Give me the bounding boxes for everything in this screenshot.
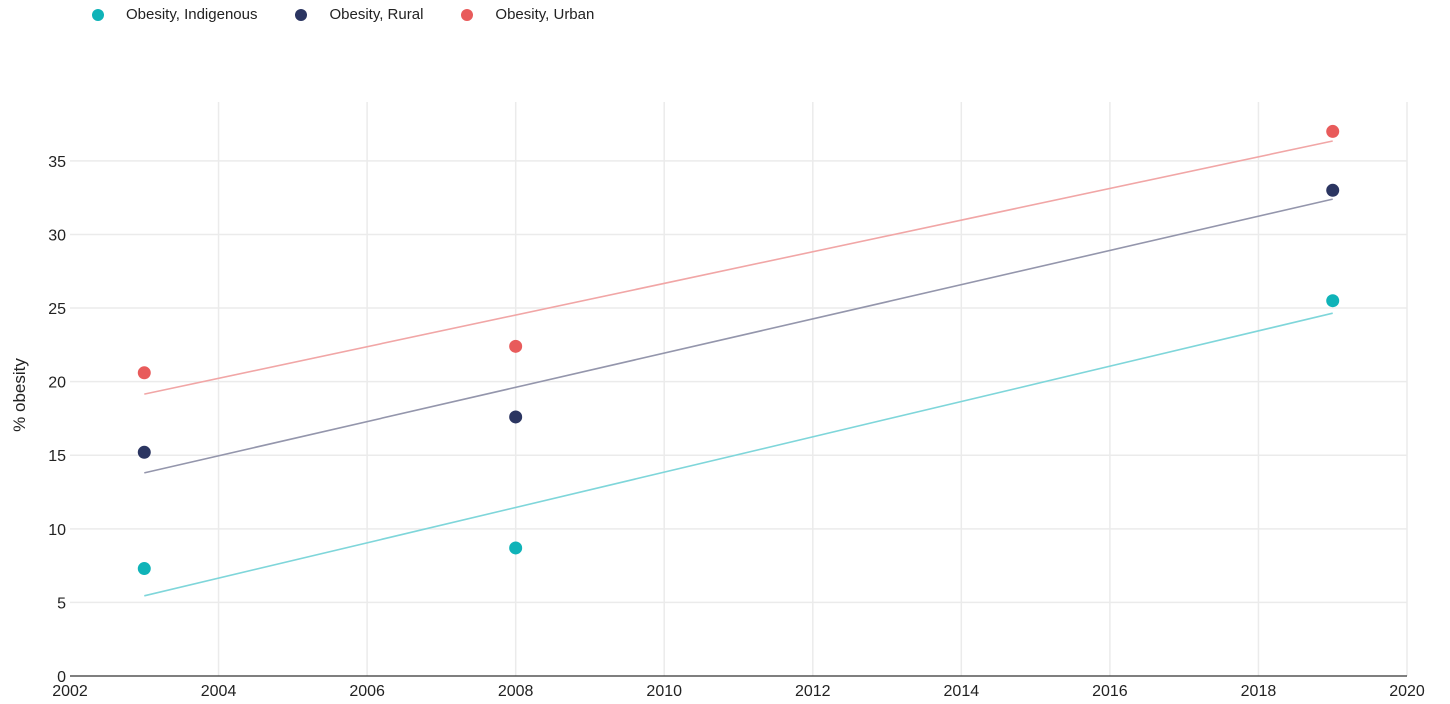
chart-legend: Obesity, Indigenous Obesity, Rural Obesi…: [92, 6, 632, 23]
x-tick-label-2002: 2002: [52, 683, 88, 700]
x-tick-label-2016: 2016: [1092, 683, 1128, 700]
x-tick-label-2010: 2010: [646, 683, 682, 700]
y-tick-label-25: 25: [48, 301, 66, 318]
y-tick-label-0: 0: [57, 669, 66, 686]
data-point-0-2: [1326, 294, 1340, 308]
data-point-1-1: [509, 410, 523, 424]
data-points: [137, 124, 1340, 576]
trend-line-2: [144, 140, 1333, 395]
y-tick-label-15: 15: [48, 448, 66, 465]
x-tick-label-2020: 2020: [1389, 683, 1425, 700]
legend-item-urban[interactable]: Obesity, Urban: [461, 6, 594, 23]
y-axis-title: % obesity: [10, 358, 29, 432]
grid-lines: [70, 102, 1408, 676]
legend-marker-rural: [295, 8, 308, 21]
x-tick-label-2006: 2006: [349, 683, 385, 700]
legend-label-rural: Obesity, Rural: [329, 6, 424, 23]
legend-marker-indigenous: [92, 8, 104, 21]
y-tick-label-30: 30: [48, 227, 66, 244]
legend-label-indigenous: Obesity, Indigenous: [126, 6, 258, 23]
data-point-2-0: [137, 366, 151, 380]
data-point-0-0: [137, 562, 151, 576]
legend-marker-urban: [461, 8, 474, 21]
data-point-1-0: [137, 445, 151, 459]
axes: 2002 2004 2006 2008 2010 2012 2014 2016 2018 2020…: [48, 154, 1425, 700]
trend-lines: [144, 140, 1333, 597]
x-tick-label-2004: 2004: [201, 683, 237, 700]
y-tick-label-10: 10: [48, 522, 66, 539]
x-tick-label-2008: 2008: [498, 683, 534, 700]
y-tick-label-5: 5: [57, 595, 66, 612]
x-tick-label-2018: 2018: [1241, 683, 1277, 700]
trend-line-1: [144, 198, 1333, 474]
data-point-2-1: [509, 339, 523, 353]
data-point-2-2: [1326, 124, 1340, 138]
x-tick-label-2014: 2014: [944, 683, 980, 700]
y-tick-label-20: 20: [48, 375, 66, 392]
data-point-0-1: [509, 541, 523, 555]
data-point-1-2: [1326, 183, 1340, 197]
legend-item-indigenous[interactable]: Obesity, Indigenous: [92, 6, 257, 23]
y-tick-label-35: 35: [48, 154, 66, 171]
trend-line-0: [144, 312, 1333, 597]
legend-label-urban: Obesity, Urban: [495, 6, 595, 23]
x-tick-label-2012: 2012: [795, 683, 831, 700]
legend-item-rural[interactable]: Obesity, Rural: [295, 6, 423, 23]
